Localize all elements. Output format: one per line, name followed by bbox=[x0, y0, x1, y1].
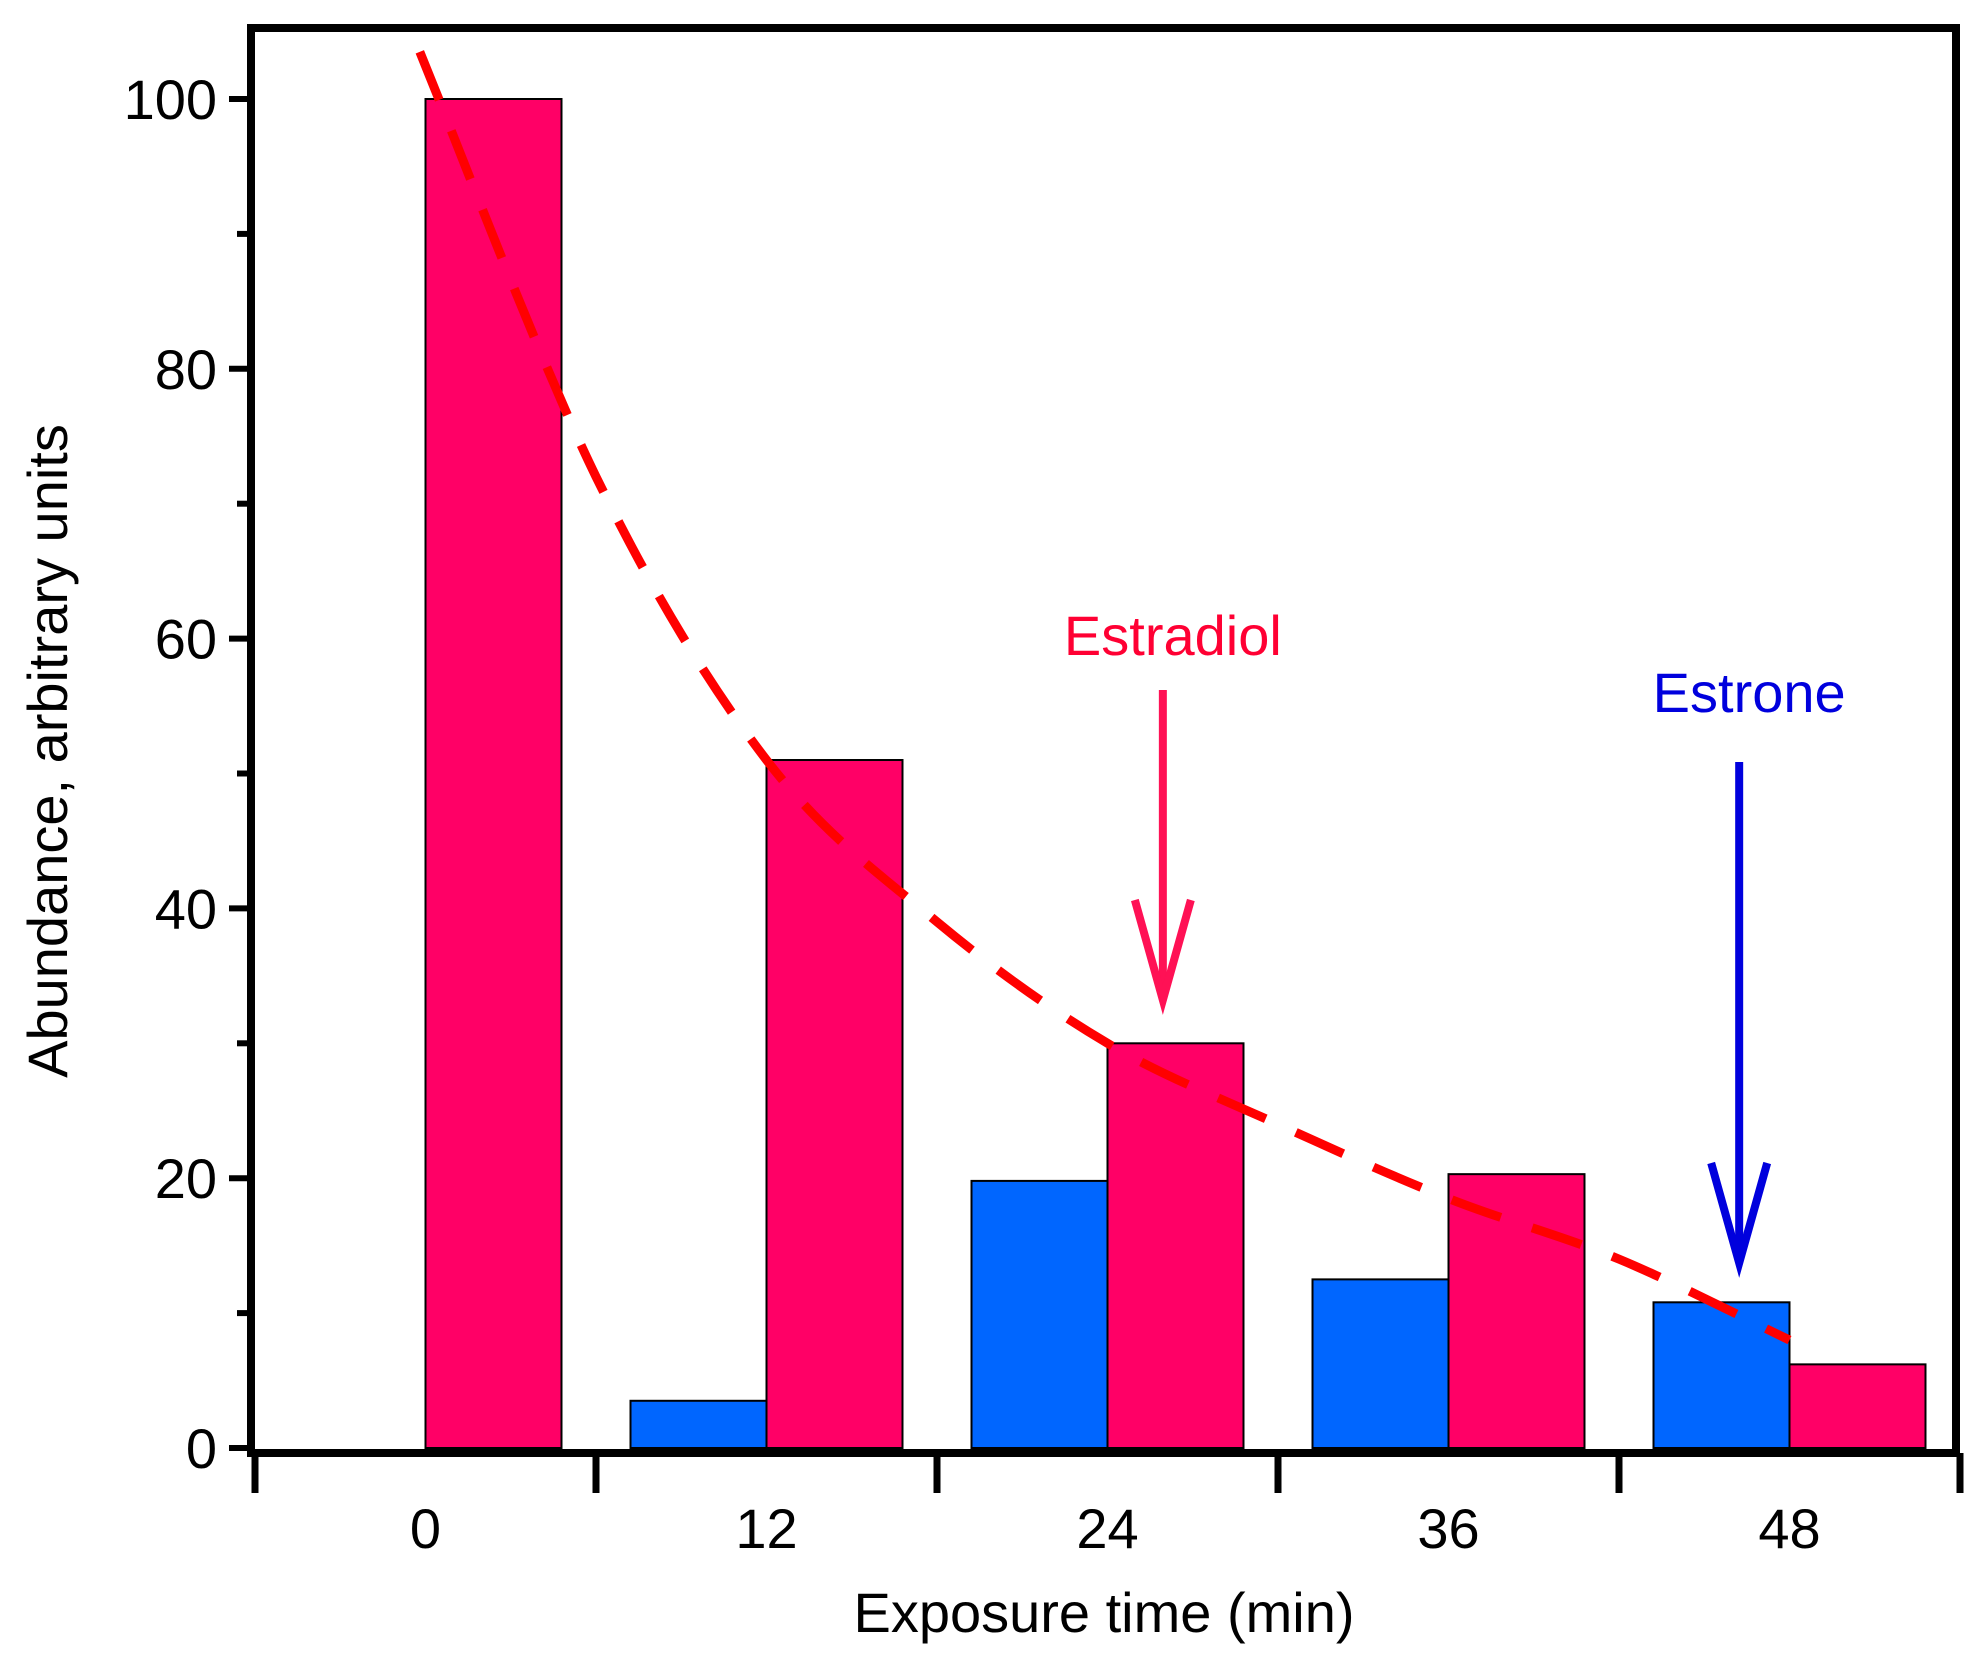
y-tick-label: 100 bbox=[124, 68, 217, 131]
annotations: Estradiol Estrone bbox=[1064, 604, 1846, 1278]
bar-estrone bbox=[970, 1179, 1109, 1449]
annotation-label-estrone: Estrone bbox=[1653, 661, 1846, 724]
bar-estrone bbox=[629, 1399, 768, 1450]
y-tick-label: 80 bbox=[155, 338, 217, 401]
x-axis: 0 12 24 36 48 bbox=[251, 1453, 1964, 1560]
x-tick-label: 48 bbox=[1758, 1497, 1820, 1560]
bar-estradiol bbox=[1788, 1363, 1927, 1450]
y-axis-title: Abundance, arbitrary units bbox=[16, 424, 79, 1078]
bar-estrone bbox=[1652, 1301, 1791, 1449]
y-tick-label: 0 bbox=[186, 1417, 217, 1480]
x-tick-label: 12 bbox=[735, 1497, 797, 1560]
annotation-arrow-head bbox=[1130, 898, 1195, 1015]
bar-estrone bbox=[1311, 1278, 1450, 1449]
bar-estradiol bbox=[1106, 1042, 1245, 1450]
plot-frame bbox=[247, 24, 1960, 1457]
bars bbox=[424, 98, 1927, 1450]
y-tick-label: 40 bbox=[155, 877, 217, 940]
bar-estradiol bbox=[1447, 1173, 1586, 1449]
x-tick-label: 0 bbox=[410, 1497, 441, 1560]
y-tick-label: 20 bbox=[155, 1147, 217, 1210]
annotation-label-estradiol: Estradiol bbox=[1064, 604, 1282, 667]
y-tick-label: 60 bbox=[155, 608, 217, 671]
bar-estradiol bbox=[424, 98, 563, 1449]
bar-estradiol bbox=[765, 759, 904, 1449]
annotation-arrow-head bbox=[1707, 1161, 1772, 1278]
x-tick-label: 24 bbox=[1076, 1497, 1138, 1560]
y-axis: 0 20 40 60 80 100 bbox=[124, 68, 251, 1480]
x-axis-title: Exposure time (min) bbox=[853, 1581, 1354, 1644]
fit-curve bbox=[415, 50, 1792, 1345]
x-tick-label: 36 bbox=[1417, 1497, 1479, 1560]
